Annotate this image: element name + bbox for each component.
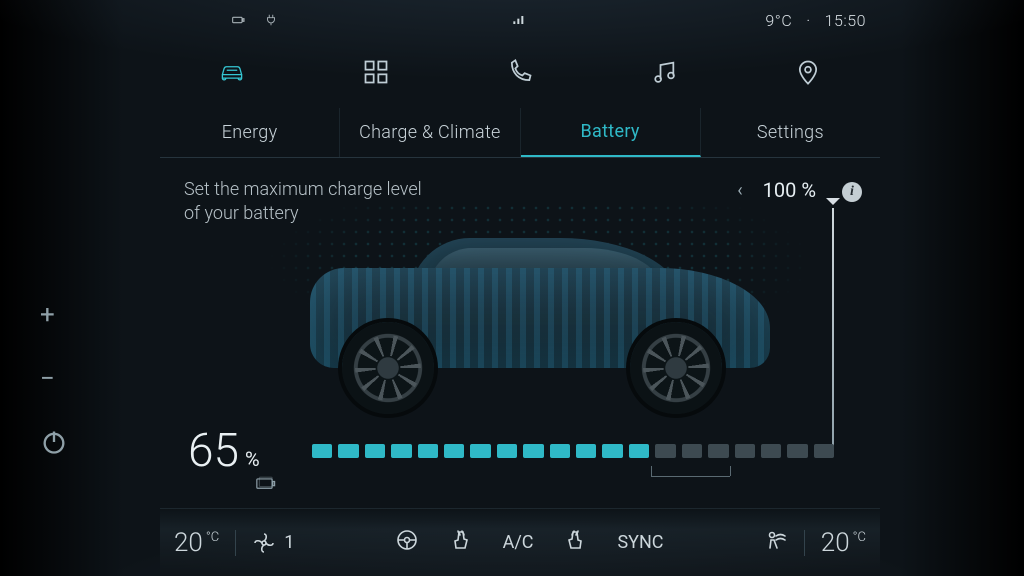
airflow-button[interactable]: [764, 528, 788, 557]
tab-settings[interactable]: Settings: [701, 108, 880, 157]
nav-apps-button[interactable]: [340, 52, 412, 92]
gauge-segment: [312, 444, 332, 458]
app-icon-bar: [160, 44, 880, 100]
tabs: Energy Charge & Climate Battery Settings: [160, 108, 880, 158]
gauge-segment: [418, 444, 438, 458]
gauge-segment: [682, 444, 702, 458]
charge-gauge[interactable]: [312, 444, 834, 460]
gauge-segment: [655, 444, 675, 458]
gauge-segment: [708, 444, 728, 458]
vol-down-button[interactable]: −: [40, 364, 68, 394]
gauge-segment: [338, 444, 358, 458]
car-icon: [218, 58, 246, 86]
plug-small-icon: [264, 12, 278, 28]
status-bar: 9°C · 15:50: [160, 6, 880, 34]
battery-icon: [256, 476, 278, 496]
battery-panel: Set the maximum charge level of your bat…: [160, 160, 880, 508]
range-labels: [312, 466, 834, 506]
seat-heat-icon: [449, 528, 473, 552]
heated-steering-button[interactable]: [395, 528, 419, 557]
music-icon: [650, 58, 678, 86]
fan-icon: [252, 531, 276, 555]
steering-wheel-icon: [395, 528, 419, 552]
gauge-segment: [550, 444, 570, 458]
airflow-person-icon: [764, 528, 788, 552]
gauge-segment: [365, 444, 385, 458]
gauge-segment: [629, 444, 649, 458]
max-charge-value: 100 %: [763, 178, 816, 202]
nav-location-button[interactable]: [772, 52, 844, 92]
chevron-left-icon[interactable]: ‹: [737, 180, 742, 201]
location-icon: [794, 58, 822, 86]
gauge-segment: [735, 444, 755, 458]
gauge-segment: [444, 444, 464, 458]
fan-level: 1: [284, 532, 294, 553]
phone-icon: [506, 58, 534, 86]
max-charge-control[interactable]: ‹ 100 %: [737, 178, 816, 202]
gauge-segment: [391, 444, 411, 458]
nav-phone-button[interactable]: [484, 52, 556, 92]
sync-button[interactable]: SYNC: [617, 532, 663, 553]
soc-value: 65: [188, 424, 239, 478]
gauge-segment: [787, 444, 807, 458]
outside-temp: 9°C: [765, 11, 792, 30]
nav-music-button[interactable]: [628, 52, 700, 92]
tab-charge-climate[interactable]: Charge & Climate: [340, 108, 520, 157]
car-visualization: [290, 220, 790, 410]
gauge-segment: [470, 444, 490, 458]
vol-up-button[interactable]: +: [40, 300, 68, 330]
clock: 15:50: [825, 11, 866, 30]
gauge-segment: [576, 444, 596, 458]
gauge-segment: [814, 444, 834, 458]
soc-unit: %: [245, 447, 260, 471]
seat-heat-icon: [563, 528, 587, 552]
signal-icon: [512, 14, 528, 26]
gauge-segment: [602, 444, 622, 458]
apps-icon: [362, 58, 390, 86]
gauge-segment: [761, 444, 781, 458]
info-button[interactable]: i: [842, 182, 862, 202]
nav-car-button[interactable]: [196, 52, 268, 92]
status-dot: ·: [806, 11, 810, 30]
heated-seat-right-button[interactable]: [563, 528, 587, 557]
climate-bar: 20°C 1 A/C SYNC: [160, 508, 880, 576]
tab-energy[interactable]: Energy: [160, 108, 340, 157]
power-button[interactable]: [40, 428, 68, 463]
fan-control[interactable]: 1: [252, 531, 294, 555]
driver-temp[interactable]: 20°C: [174, 528, 219, 558]
state-of-charge: 65 %: [188, 424, 260, 478]
tab-battery[interactable]: Battery: [521, 108, 701, 157]
battery-small-icon: [230, 12, 246, 28]
passenger-temp[interactable]: 20°C: [821, 528, 866, 558]
heated-seat-left-button[interactable]: [449, 528, 473, 557]
ac-button[interactable]: A/C: [503, 532, 534, 553]
gauge-segment: [523, 444, 543, 458]
gauge-segment: [497, 444, 517, 458]
